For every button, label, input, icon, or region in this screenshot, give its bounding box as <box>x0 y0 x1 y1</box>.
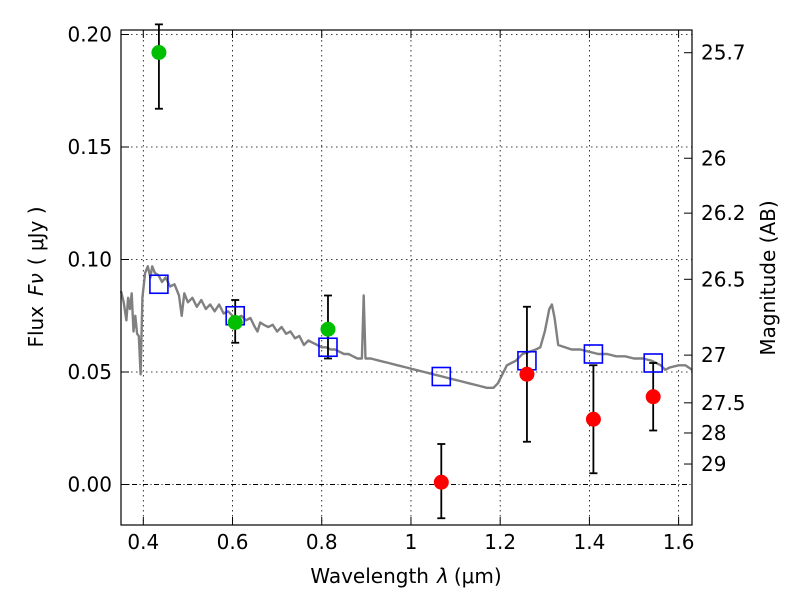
model-photometry-squares <box>149 274 663 387</box>
y-tick-label: 0.00 <box>67 473 112 497</box>
x-tick-label: 1.6 <box>663 530 695 554</box>
data-point <box>585 411 601 427</box>
y-tick-label: 0.05 <box>67 360 112 384</box>
model-spectrum-line <box>119 265 693 389</box>
x-tick-label: 0.6 <box>217 530 249 554</box>
data-point <box>645 389 661 405</box>
plot-frame <box>120 29 693 526</box>
x-tick-label: 0.4 <box>127 530 159 554</box>
data-point <box>227 315 243 330</box>
x-tick-label: 1.2 <box>484 530 516 554</box>
data-point <box>433 474 449 490</box>
model-square <box>149 274 169 295</box>
right-tick-label: 29 <box>701 452 726 476</box>
right-tick-label: 27.5 <box>701 391 746 415</box>
data-points <box>151 45 661 490</box>
right-axis-label: Magnitude (AB) <box>756 200 780 355</box>
y-tick-label: 0.20 <box>67 23 112 47</box>
right-tick-label: 26.5 <box>701 267 746 291</box>
data-point <box>320 321 336 337</box>
y-tick-label: 0.10 <box>67 248 112 272</box>
right-tick-label: 26.2 <box>701 201 746 225</box>
y-axis-label: FluxFν( μJy ) <box>24 206 48 347</box>
model-square <box>643 353 663 373</box>
data-point <box>151 45 167 60</box>
grid-lines <box>121 30 692 525</box>
x-tick-label: 1 <box>405 530 418 554</box>
right-tick-label: 27 <box>701 343 726 367</box>
x-axis-label: Wavelength λ (μm) <box>310 564 501 588</box>
right-tick-label: 25.7 <box>701 41 746 65</box>
y-tick-label: 0.15 <box>67 135 112 159</box>
model-square <box>318 337 338 358</box>
model-square <box>583 344 604 364</box>
error-bars <box>154 23 658 520</box>
right-tick-label: 28 <box>701 421 726 445</box>
x-tick-label: 0.8 <box>306 530 338 554</box>
right-tick-label: 26 <box>701 146 726 170</box>
model-square <box>431 366 452 387</box>
data-point <box>519 366 535 382</box>
axis-ticks: 0.4 0.6 0.8 1 1.2 1.4 1.6 0.00 0.05 0.10 0.15 0.20 2… <box>67 23 745 555</box>
x-tick-label: 1.4 <box>573 530 605 554</box>
